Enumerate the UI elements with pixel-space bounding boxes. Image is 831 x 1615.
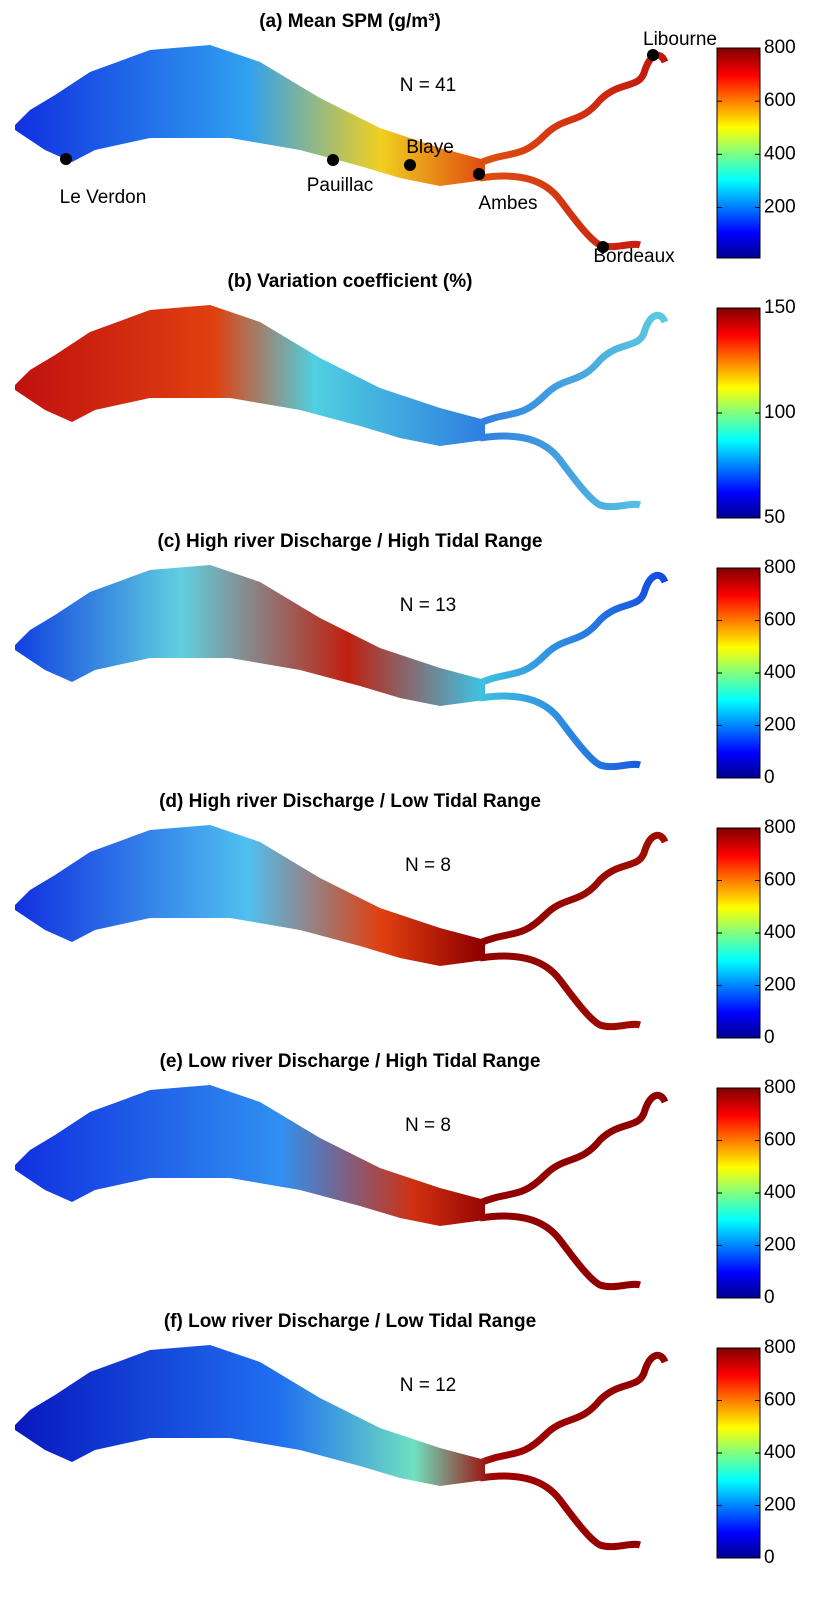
estuary-map <box>15 45 665 247</box>
estuary-map <box>15 305 665 507</box>
sample-count: N = 41 <box>400 75 457 96</box>
estuary-map <box>15 1345 665 1547</box>
sample-count: N = 8 <box>405 855 451 876</box>
place-label: Bordeaux <box>593 246 675 267</box>
colorbar <box>716 567 761 779</box>
colorbar-tick-label: 200 <box>764 715 796 736</box>
colorbar <box>716 47 761 259</box>
colorbar-tick-label: 100 <box>764 402 796 423</box>
estuary-map <box>15 565 665 767</box>
place-marker <box>60 153 72 165</box>
sample-count: N = 8 <box>405 1115 451 1136</box>
colorbar-tick-label: 800 <box>764 557 796 578</box>
place-label: Blaye <box>406 137 454 158</box>
colorbar-tick-label: 600 <box>764 1390 796 1411</box>
colorbar-tick-label: 400 <box>764 662 796 683</box>
place-marker <box>473 168 485 180</box>
colorbar <box>716 1087 761 1299</box>
colorbar-tick-label: 800 <box>764 817 796 838</box>
colorbar-tick-label: 200 <box>764 197 796 218</box>
colorbar-tick-label: 400 <box>764 1442 796 1463</box>
sample-count: N = 13 <box>400 595 457 616</box>
estuary-map <box>15 1085 665 1287</box>
colorbar-tick-label: 600 <box>764 870 796 891</box>
panel-title: (a) Mean SPM (g/m³) <box>259 11 441 32</box>
panel: (d) High river Discharge / Low Tidal Ran… <box>159 791 796 1048</box>
colorbar-tick-label: 0 <box>764 1287 775 1308</box>
panel: (e) Low river Discharge / High Tidal Ran… <box>160 1051 796 1308</box>
place-label: Ambes <box>478 193 537 214</box>
colorbar-tick-label: 0 <box>764 1547 775 1568</box>
colorbar-tick-label: 400 <box>764 1182 796 1203</box>
panel-title: (e) Low river Discharge / High Tidal Ran… <box>160 1051 541 1072</box>
colorbar-tick-label: 600 <box>764 90 796 111</box>
panel-title: (c) High river Discharge / High Tidal Ra… <box>157 531 542 552</box>
colorbar-tick-label: 400 <box>764 143 796 164</box>
colorbar-tick-label: 600 <box>764 1130 796 1151</box>
colorbar-tick-label: 200 <box>764 1235 796 1256</box>
estuary-map <box>15 825 665 1027</box>
colorbar-tick-label: 50 <box>764 507 785 528</box>
place-label: Libourne <box>643 29 717 50</box>
place-marker <box>404 159 416 171</box>
colorbar <box>716 307 761 519</box>
colorbar-tick-label: 0 <box>764 767 775 788</box>
place-marker <box>327 154 339 166</box>
place-marker <box>597 241 609 253</box>
panel-title: (b) Variation coefficient (%) <box>228 271 473 292</box>
panel: (f) Low river Discharge / Low Tidal Rang… <box>164 1311 796 1568</box>
colorbar-tick-label: 800 <box>764 37 796 58</box>
colorbar-tick-label: 200 <box>764 1495 796 1516</box>
panel-title: (f) Low river Discharge / Low Tidal Rang… <box>164 1311 536 1332</box>
colorbar <box>716 827 761 1039</box>
sample-count: N = 12 <box>400 1375 457 1396</box>
colorbar-tick-label: 0 <box>764 1027 775 1048</box>
panel-title: (d) High river Discharge / Low Tidal Ran… <box>159 791 541 812</box>
colorbar-tick-label: 200 <box>764 975 796 996</box>
colorbar-tick-label: 150 <box>764 297 796 318</box>
colorbar-tick-label: 400 <box>764 922 796 943</box>
place-label: Pauillac <box>307 175 374 196</box>
place-marker <box>647 49 659 61</box>
colorbar-tick-label: 600 <box>764 610 796 631</box>
colorbar-tick-label: 800 <box>764 1337 796 1358</box>
colorbar <box>716 1347 761 1559</box>
panel: (c) High river Discharge / High Tidal Ra… <box>157 531 795 788</box>
panel: (b) Variation coefficient (%) 50 100 150 <box>228 271 796 528</box>
place-label: Le Verdon <box>60 187 147 208</box>
panel: (a) Mean SPM (g/m³) N = 41 Le Verdon Pauill… <box>60 11 796 267</box>
colorbar-tick-label: 800 <box>764 1077 796 1098</box>
